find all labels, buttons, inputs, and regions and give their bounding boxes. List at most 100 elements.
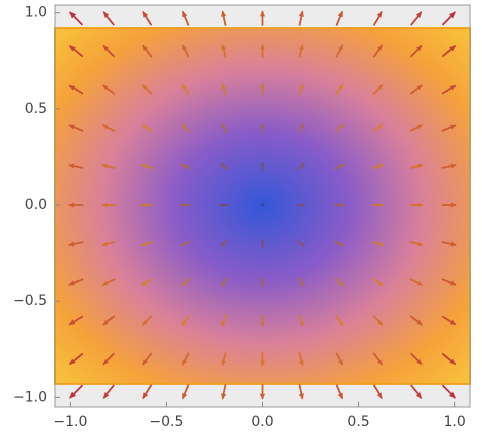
arrow [298,43,304,58]
arrow [221,83,227,96]
arrow [409,163,424,170]
arrow-head [449,124,457,130]
arrow [441,315,457,326]
arrow-head [260,43,265,50]
arrow [298,384,304,400]
arrow [334,123,344,133]
arrow [102,11,115,26]
arrow-head [181,123,187,129]
arrow-head [416,319,423,326]
arrow-head [181,281,187,287]
arrow-head [67,241,75,247]
arrow [221,122,228,133]
arrow [259,10,266,26]
arrow-head [415,391,423,399]
arrow [297,277,304,288]
arrow [298,83,304,96]
arrow [260,277,265,288]
arrow-head [219,203,224,207]
arrow [181,384,190,400]
arrow [102,315,116,326]
y-tick-label: 0.0 [25,197,47,213]
arrow [372,123,384,133]
arrow-head [340,203,346,207]
arrow-head [221,122,226,129]
arrow [101,278,116,286]
x-tick-label: 1.0 [443,414,465,430]
arrow [181,10,190,26]
arrow [221,384,227,400]
arrow-head [260,282,265,288]
arrow [68,124,84,132]
arrow-head [299,122,304,129]
arrow [181,314,190,327]
arrow-head [68,280,76,286]
arrow-head [377,124,384,130]
arrow [409,202,424,208]
arrow [260,43,265,58]
arrow [335,314,344,327]
arrow [102,44,116,58]
arrow [140,240,153,247]
arrow-head [141,320,148,326]
arrow [181,44,190,58]
arrow [441,11,456,26]
arrow [67,202,84,208]
arrow-head [141,84,148,91]
arrow-head [339,163,345,168]
arrow [67,241,84,247]
arrow-head [449,280,457,286]
arrow-head [221,393,227,400]
arrow-head [68,45,76,52]
arrow-head [377,44,383,51]
arrow-head [449,319,457,326]
arrow [410,11,423,26]
arrow [409,44,423,58]
arrow-head [142,359,148,366]
arrow-head [377,320,384,326]
arrow-head [379,202,385,208]
arrow-head [450,241,458,247]
arrow [372,384,383,400]
arrow-head [141,124,148,130]
arrow-head [67,163,75,169]
arrow [409,352,423,366]
arrow [441,163,458,169]
arrow-head [448,11,456,19]
arrow-head [299,43,304,50]
arrow [372,352,383,366]
y-tick-label: −1.0 [13,389,47,405]
arrow-head [298,393,304,400]
arrow [221,314,227,327]
arrow-head [142,392,149,400]
arrow-head [260,122,265,128]
arrow-head [298,10,304,17]
arrow [221,43,227,58]
arrow-dot [261,203,264,207]
arrow-head [378,164,385,169]
arrow [221,10,227,26]
arrow-head [182,10,188,18]
arrow-head [142,44,148,51]
arrow-head [101,163,108,169]
arrow [441,202,458,208]
arrow [335,10,344,26]
arrow [141,123,153,133]
arrow-head [416,84,423,91]
arrow [334,203,346,207]
arrow [334,277,344,287]
arrow [140,202,153,208]
arrow [441,352,457,366]
arrow [101,202,116,208]
arrow-head [260,360,265,367]
arrow [260,83,265,96]
arrow-head [102,84,109,91]
arrow-head [182,44,187,51]
arrow-head [69,391,77,399]
arrow [142,352,153,366]
arrow [68,315,84,326]
arrow [334,163,345,170]
arrow [372,84,384,96]
arrow-head [102,358,109,366]
arrow-head [101,124,109,130]
